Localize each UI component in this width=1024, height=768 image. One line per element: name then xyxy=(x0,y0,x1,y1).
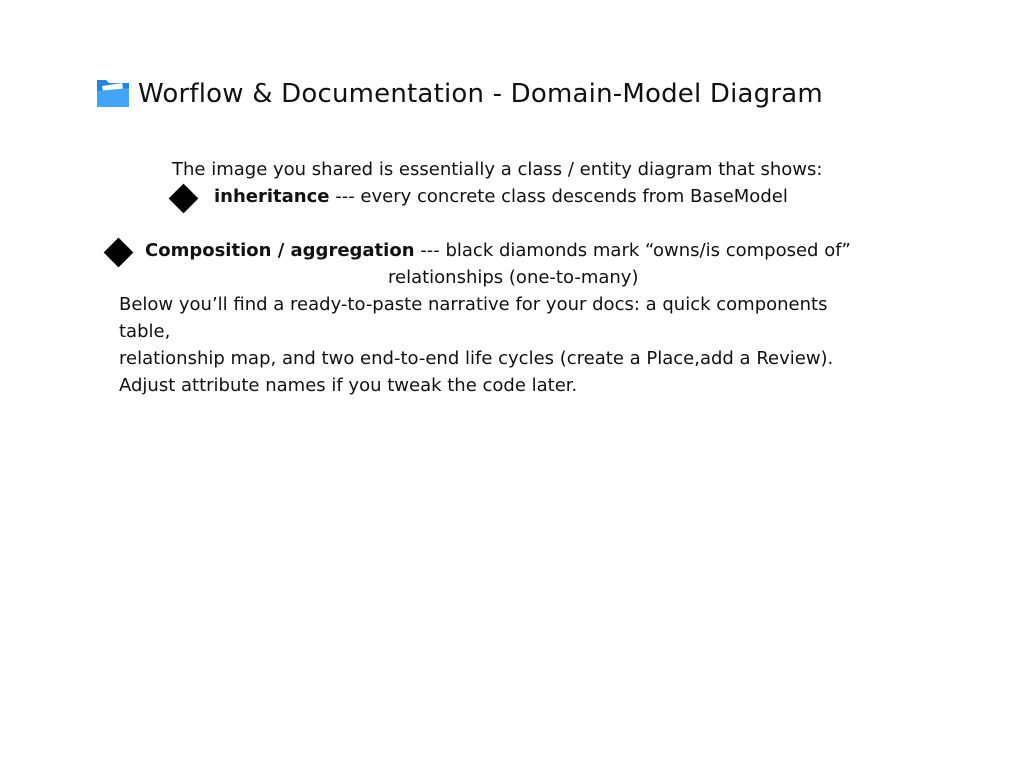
diamond-bullet-icon xyxy=(103,237,134,268)
bullet-text: --- black diamonds mark “owns/is compose… xyxy=(414,240,851,261)
diamond-bullet-icon xyxy=(168,183,199,214)
bullet-continuation: relationships (one-to-many) xyxy=(388,267,639,288)
bullet-composition: Composition / aggregation --- black diam… xyxy=(145,239,851,263)
page-title: Worflow & Documentation - Domain-Model D… xyxy=(138,79,823,109)
paragraph-line: Below you’ll find a ready-to-paste narra… xyxy=(119,294,828,315)
bullet-term: inheritance xyxy=(214,186,330,207)
paragraph-line: table, xyxy=(119,321,171,342)
bullet-text: --- every concrete class descends from B… xyxy=(329,186,788,207)
paragraph-line: Adjust attribute names if you tweak the … xyxy=(119,375,578,396)
title-row: Worflow & Documentation - Domain-Model D… xyxy=(96,76,823,112)
bullet-term: Composition / aggregation xyxy=(145,240,415,261)
paragraph-line: relationship map, and two end-to-end lif… xyxy=(119,348,834,369)
bullet-inheritance: inheritance --- every concrete class des… xyxy=(214,185,788,209)
folder-icon xyxy=(96,79,130,109)
intro-text: The image you shared is essentially a cl… xyxy=(172,159,823,180)
